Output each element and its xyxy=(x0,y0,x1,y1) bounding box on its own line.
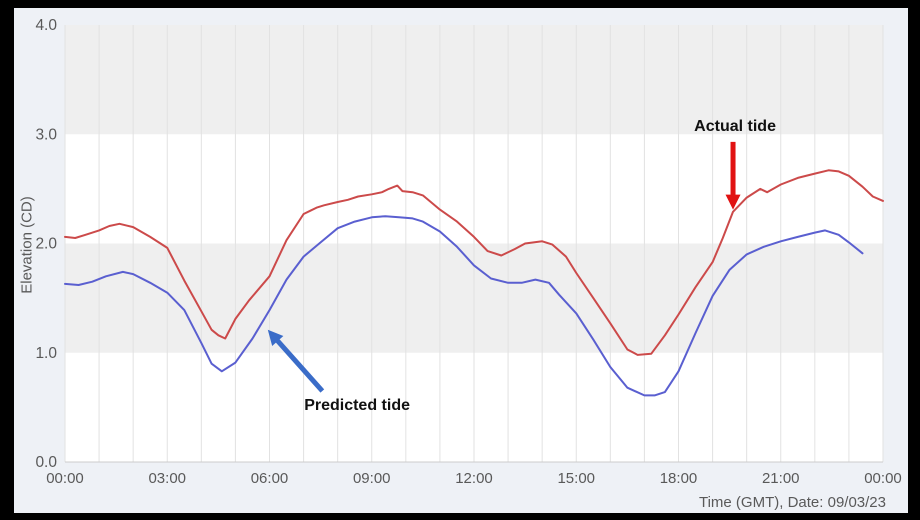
x-tick-label: 15:00 xyxy=(557,470,595,487)
annotation-arrow-1-head xyxy=(267,329,284,346)
actual-tide-line xyxy=(64,169,884,356)
predicted-tide-line xyxy=(64,215,864,397)
y-axis-title: Elevation (CD) xyxy=(18,196,36,294)
x-tick-label: 00:00 xyxy=(864,470,902,487)
y-tick-label: 1.0 xyxy=(35,345,57,362)
x-tick-label: 06:00 xyxy=(251,470,289,487)
annotation-actual-tide: Actual tide xyxy=(694,117,776,135)
annotation-predicted-tide: Predicted tide xyxy=(304,397,410,415)
y-tick-label: 2.0 xyxy=(35,236,57,253)
y-tick-label: 3.0 xyxy=(35,126,57,143)
x-tick-label: 09:00 xyxy=(353,470,391,487)
x-tick-label: 00:00 xyxy=(46,470,84,487)
annotation-arrow-1-shaft xyxy=(274,337,325,393)
x-axis-title: Time (GMT), Date: 09/03/23 xyxy=(698,494,886,511)
x-tick-label: 18:00 xyxy=(660,470,698,487)
x-tick-label: 12:00 xyxy=(455,470,493,487)
y-tick-label: 4.0 xyxy=(35,17,57,34)
x-tick-label: 21:00 xyxy=(762,470,800,487)
x-tick-label: 03:00 xyxy=(148,470,186,487)
annotation-arrow-0-head xyxy=(725,194,741,210)
y-tick-label: 0.0 xyxy=(35,454,57,471)
